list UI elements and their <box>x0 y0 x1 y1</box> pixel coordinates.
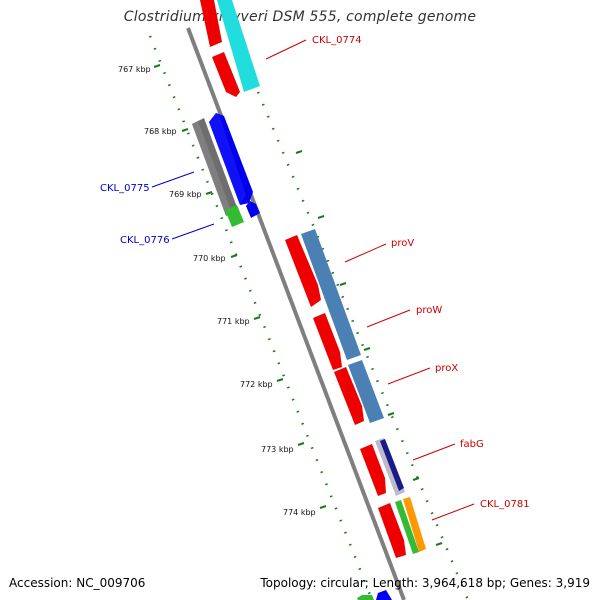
tick-label: 768 kbp <box>144 127 177 136</box>
gene-fabG-red[interactable] <box>360 444 386 496</box>
tick-mark <box>435 542 443 546</box>
tick-mark <box>181 128 189 132</box>
gene-top-red-2[interactable] <box>212 52 240 97</box>
tick-mark <box>297 442 305 446</box>
gene-small-blue[interactable] <box>246 201 260 218</box>
tick-label: 767 kbp <box>118 65 151 74</box>
gene-labels: CKL_0774 CKL_0775 CKL_0776 proV proW pro… <box>100 35 530 521</box>
leader-line <box>387 367 431 385</box>
gene-CKL_0775-gray[interactable] <box>192 118 238 216</box>
scale-ticks: 767 kbp 768 kbp 769 kbp 770 kbp 771 kbp … <box>118 64 443 546</box>
leader-line <box>171 223 215 240</box>
outer-dotted-guide <box>256 91 470 600</box>
tick-mark <box>230 254 238 258</box>
tick-mark <box>276 378 284 382</box>
gene-label-CKL_0781[interactable]: CKL_0781 <box>480 499 530 510</box>
tick-label: 770 kbp <box>193 254 226 263</box>
gene-CKL_0781-red[interactable] <box>378 503 406 558</box>
gene-proX[interactable] <box>334 367 364 425</box>
gene-label-proX[interactable]: proX <box>435 363 458 374</box>
tick-mark <box>412 477 420 481</box>
leader-line <box>151 171 195 188</box>
gene-proV[interactable] <box>285 235 321 307</box>
leader-line <box>431 503 475 521</box>
tick-label: 773 kbp <box>261 445 294 454</box>
leader-line <box>412 443 456 461</box>
gene-CKL_0776-green[interactable] <box>225 205 244 227</box>
gene-top-cyan[interactable] <box>217 0 260 92</box>
tick-label: 769 kbp <box>169 190 202 199</box>
gene-label-CKL_0774[interactable]: CKL_0774 <box>312 35 362 46</box>
gene-CKL_0775-blue[interactable] <box>209 113 253 205</box>
tick-mark <box>317 215 325 219</box>
gene-top-red-1[interactable] <box>200 0 222 47</box>
leader-line <box>366 309 411 328</box>
tick-mark <box>205 191 213 195</box>
genome-summary: Topology: circular; Length: 3,964,618 bp… <box>260 576 590 590</box>
gene-proX-blue-bar[interactable] <box>348 360 384 423</box>
gene-label-proW[interactable]: proW <box>416 305 442 316</box>
gene-label-proV[interactable]: proV <box>391 238 414 249</box>
tick-mark <box>319 505 327 509</box>
tick-mark <box>387 412 395 416</box>
accession-info: Accession: NC_009706 <box>9 576 146 590</box>
tick-mark <box>363 347 371 351</box>
gene-proW[interactable] <box>313 313 342 370</box>
gene-label-CKL_0776[interactable]: CKL_0776 <box>120 235 170 246</box>
gene-fabG-navy[interactable] <box>380 439 404 491</box>
gene-label-fabG[interactable]: fabG <box>460 439 484 450</box>
gene-bottom-blue[interactable] <box>376 590 392 600</box>
tick-mark <box>295 150 303 154</box>
tick-mark <box>339 282 347 286</box>
tick-label: 772 kbp <box>240 380 273 389</box>
tick-label: 771 kbp <box>217 317 250 326</box>
gene-CKL_0781-orange[interactable] <box>403 497 426 552</box>
gene-CKL_0781-green[interactable] <box>395 500 419 554</box>
tick-mark <box>253 316 261 320</box>
tick-label: 774 kbp <box>283 508 316 517</box>
gene-label-CKL_0775[interactable]: CKL_0775 <box>100 183 150 194</box>
leader-line <box>265 39 307 60</box>
leader-line <box>344 243 387 263</box>
gene-bottom-green[interactable] <box>357 595 374 600</box>
gene-proV-blue-bar[interactable] <box>301 229 361 360</box>
tick-mark <box>153 64 161 68</box>
